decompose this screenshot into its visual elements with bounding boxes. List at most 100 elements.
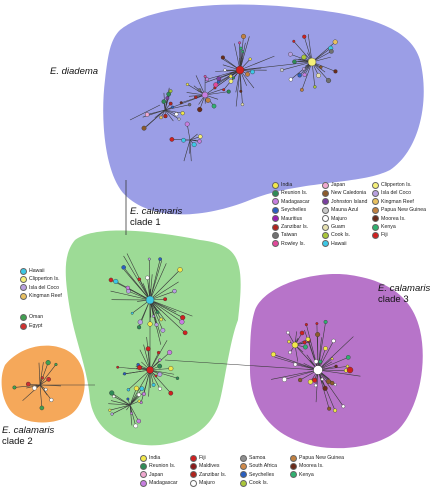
haplotype-node — [213, 82, 219, 88]
network-edge — [239, 55, 275, 71]
haplotype-node — [169, 137, 175, 142]
haplotype-node — [175, 376, 180, 380]
network-edge — [290, 61, 313, 80]
legend-entry: Moorea Is. — [290, 462, 324, 470]
legend-swatch — [322, 231, 329, 239]
haplotype-node — [238, 41, 241, 45]
haplotype-node — [333, 69, 338, 74]
network-edge — [195, 75, 206, 96]
haplotype-node — [137, 399, 141, 403]
legend-entry: Majuro — [190, 479, 215, 487]
legend-swatch — [272, 231, 279, 239]
haplotype-node — [191, 142, 197, 148]
haplotype-node — [197, 107, 203, 113]
legend-entry: Reunion Is. — [272, 189, 307, 197]
legend-label: Zanzibar Is. — [199, 471, 227, 478]
haplotype-node — [241, 50, 245, 54]
haplotype-node — [158, 358, 162, 362]
legend-entry: India — [140, 454, 160, 462]
haplotype-node — [241, 33, 247, 39]
legend-swatch — [140, 479, 147, 487]
legend-label: Kingman Reef — [29, 293, 62, 300]
network-edge — [311, 61, 336, 72]
network-edge — [38, 362, 41, 386]
haplotype-node — [288, 77, 293, 82]
legend-entry: Clipperton Is. — [20, 275, 60, 283]
haplotype-node — [333, 383, 337, 387]
network-edge — [146, 109, 166, 127]
haplotype-node — [163, 113, 168, 119]
haplotype-node — [332, 39, 338, 45]
haplotype-node — [165, 96, 170, 101]
haplotype-node — [318, 359, 323, 364]
network-edge — [189, 133, 198, 141]
haplotype-node — [116, 365, 120, 369]
haplotype-node — [197, 139, 202, 144]
network-edge — [111, 404, 131, 415]
haplotype-node — [223, 68, 227, 72]
haplotype-node — [168, 89, 173, 93]
haplotype-node — [280, 68, 284, 72]
legend-label: India — [149, 455, 161, 461]
haplotype-node — [327, 406, 332, 411]
legend-label: Reunion Is. — [281, 190, 308, 197]
network-edge — [123, 267, 151, 301]
clade-label-2: E. calamaris clade 2 — [2, 425, 55, 447]
network-edge — [317, 369, 361, 377]
network-edge — [149, 290, 175, 301]
legend-swatch — [372, 198, 379, 206]
network-edge — [186, 124, 191, 141]
network-edge — [22, 384, 41, 401]
legend-label: Johnston Island — [331, 198, 368, 205]
legend-entry: Samoa — [240, 454, 265, 462]
legend-swatch — [20, 267, 27, 275]
legend-label: India — [281, 182, 293, 188]
clade-diadema-region — [103, 4, 424, 215]
legend-label: Kenya — [381, 224, 396, 230]
legend-entry: New Caledonia — [322, 189, 366, 197]
legend-entry: Isla del Coco — [20, 284, 59, 292]
legend-swatch — [290, 454, 297, 462]
legend-label: Madagascar — [149, 480, 178, 487]
haplotype-node — [130, 411, 133, 415]
haplotype-node — [137, 325, 142, 330]
legend-swatch — [322, 198, 329, 206]
haplotype-node — [302, 340, 307, 345]
legend-label: Majuro — [199, 480, 215, 487]
legend-entry: Guam — [322, 223, 345, 231]
network-edge — [317, 336, 354, 371]
haplotype-node — [345, 355, 351, 360]
network-edge — [187, 84, 206, 96]
haplotype-node — [177, 267, 183, 273]
haplotype-node — [180, 315, 186, 321]
network-edge — [149, 369, 172, 394]
haplotype-node — [160, 327, 166, 333]
haplotype-node — [330, 357, 334, 361]
legend-label: Kenya — [299, 471, 314, 478]
haplotype-node — [161, 99, 167, 104]
haplotype-node — [292, 59, 297, 65]
legend-entry: Johnston Island — [322, 198, 367, 206]
network-edge — [127, 287, 151, 301]
haplotype-node — [281, 377, 287, 383]
haplotype-node — [203, 75, 207, 78]
network-edge — [14, 384, 41, 388]
legend-swatch — [372, 215, 379, 223]
clade-label-diadema: E. diadema — [50, 66, 99, 77]
haplotype-node — [156, 350, 161, 355]
legend-swatch — [272, 223, 279, 231]
haplotype-node — [235, 65, 245, 75]
haplotype-node — [228, 79, 234, 84]
network-edge — [123, 255, 151, 301]
haplotype-node — [172, 288, 177, 294]
legend-swatch — [190, 454, 197, 462]
legend-label: Taiwan — [281, 232, 298, 239]
haplotype-node — [133, 423, 138, 429]
haplotype-node — [122, 372, 127, 376]
legend-label: Zanzibar Is. — [281, 224, 309, 230]
network-edge — [129, 404, 139, 422]
haplotype-node — [288, 350, 292, 355]
legend-label: Hawaii — [29, 268, 45, 274]
network-edge — [126, 253, 151, 301]
network-edge — [110, 290, 151, 301]
